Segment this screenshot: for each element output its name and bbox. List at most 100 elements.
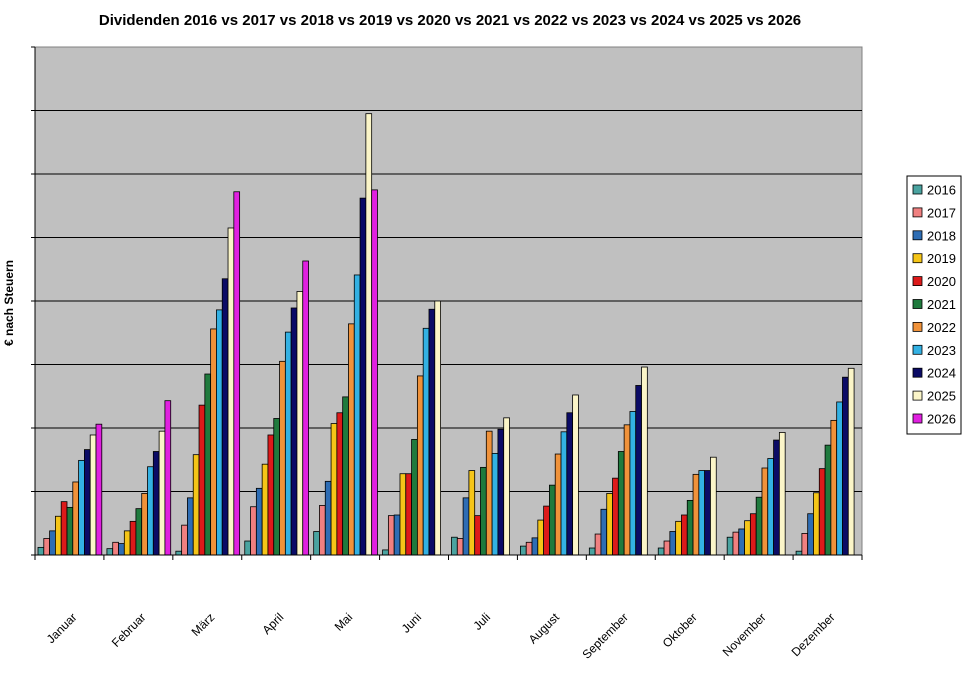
- legend-swatch-2016: [912, 184, 923, 195]
- bar-2018-Juni: [393, 514, 401, 556]
- bar-2018-Januar: [49, 530, 56, 556]
- legend-swatch-2022: [912, 321, 923, 332]
- category-label-Juni: Juni: [399, 610, 424, 635]
- bar-2018-November: [738, 528, 745, 556]
- bar-2022-Juli: [485, 430, 493, 556]
- bar-2020-Januar: [60, 501, 68, 556]
- bar-2017-Dezember: [801, 533, 809, 556]
- category-label-Juli: Juli: [470, 610, 493, 633]
- legend-label-2019: 2019: [927, 251, 956, 266]
- bar-2025-Juni: [434, 300, 441, 556]
- bar-2017-Oktober: [663, 540, 671, 556]
- legend-label-2017: 2017: [927, 205, 956, 220]
- bar-2023-Februar: [147, 466, 154, 556]
- bar-2022-Mai: [348, 323, 355, 556]
- bar-2017-November: [732, 531, 740, 556]
- legend-label-2023: 2023: [927, 343, 956, 358]
- bar-2025-April: [296, 291, 304, 556]
- legend: 2016 2017 2018 2019 2020 2021 2022 2023 2024 2025…: [906, 175, 962, 435]
- legend-label-2026: 2026: [927, 412, 956, 427]
- bar-2024-Juni: [428, 308, 436, 556]
- bar-2020-Dezember: [818, 468, 826, 556]
- bar-2022-Januar: [72, 481, 80, 556]
- bar-2017-Mai: [319, 505, 326, 556]
- legend-label-2016: 2016: [927, 183, 956, 198]
- bar-2023-Januar: [78, 459, 85, 556]
- bar-2019-Oktober: [675, 520, 682, 556]
- category-label-September: September: [580, 610, 631, 661]
- category-labels: Januar Februar März April Mai Juni Juli August S…: [44, 610, 838, 662]
- bar-2023-März: [216, 309, 223, 556]
- category-label-Februar: Februar: [109, 610, 149, 650]
- bar-2024-August: [566, 412, 574, 556]
- bar-2023-Oktober: [698, 470, 706, 556]
- bar-2019-April: [261, 463, 269, 556]
- bar-2017-Juli: [456, 538, 464, 556]
- bar-2019-November: [744, 520, 751, 556]
- bar-2021-April: [273, 418, 280, 556]
- category-label-August: August: [526, 610, 563, 647]
- bar-2019-Februar: [123, 530, 131, 556]
- bar-2024-Januar: [84, 449, 91, 556]
- category-label-März: März: [189, 610, 218, 639]
- bar-2025-Dezember: [847, 367, 855, 556]
- bar-2024-Juli: [497, 428, 505, 556]
- bar-2020-April: [267, 434, 275, 556]
- bar-2022-Februar: [141, 493, 148, 556]
- category-label-Mai: Mai: [332, 610, 356, 634]
- bar-2018-Dezember: [807, 513, 814, 556]
- bar-2021-Januar: [66, 506, 74, 556]
- category-label-Januar: Januar: [44, 610, 80, 646]
- bar-2025-September: [641, 366, 648, 556]
- bar-2024-Februar: [152, 451, 160, 556]
- bar-2022-September: [623, 424, 631, 556]
- legend-label-2018: 2018: [927, 228, 956, 243]
- bar-2019-Juni: [399, 473, 407, 556]
- chart-title: Dividenden 2016 vs 2017 vs 2018 vs 2019 …: [99, 12, 801, 29]
- bar-2018-September: [600, 508, 608, 556]
- legend-swatch-2023: [912, 344, 923, 355]
- bar-2021-September: [617, 451, 625, 556]
- legend-swatch-2024: [912, 367, 923, 378]
- bar-2024-November: [773, 439, 780, 556]
- bar-2024-März: [221, 278, 229, 556]
- bar-2024-Mai: [359, 197, 367, 556]
- legend-swatch-2018: [912, 230, 923, 241]
- bar-2020-Mai: [336, 412, 344, 556]
- bar-2017-Januar: [43, 538, 50, 556]
- bar-2019-Januar: [55, 515, 62, 556]
- category-label-April: April: [259, 610, 286, 637]
- bar-2016-September: [588, 547, 596, 556]
- bar-2026-Mai: [371, 189, 378, 556]
- bar-2018-Oktober: [669, 531, 677, 556]
- bar-2018-April: [255, 487, 263, 556]
- bar-2023-Juli: [491, 452, 499, 556]
- bar-2021-Juni: [411, 439, 418, 556]
- bar-2016-Juni: [382, 549, 389, 556]
- bar-2022-Oktober: [692, 473, 700, 556]
- bar-2018-Februar: [118, 543, 125, 556]
- bar-2021-Oktober: [686, 499, 694, 556]
- bar-2022-Juni: [416, 375, 424, 556]
- bar-2016-Dezember: [795, 550, 803, 556]
- bar-2017-Februar: [112, 541, 119, 556]
- bar-2023-November: [767, 458, 774, 556]
- y-axis-label: € nach Steuern: [2, 260, 16, 346]
- bar-2024-Dezember: [842, 376, 849, 556]
- bar-2019-Dezember: [813, 492, 820, 556]
- bar-2024-April: [290, 307, 298, 556]
- bar-2017-September: [594, 533, 602, 556]
- bar-2026-Februar: [164, 400, 172, 556]
- bar-2026-Januar: [95, 423, 103, 556]
- bar-2021-November: [755, 496, 763, 556]
- bar-2022-November: [761, 467, 769, 556]
- bar-2023-April: [284, 331, 292, 556]
- bar-2018-März: [187, 497, 194, 556]
- category-label-November: November: [720, 610, 769, 659]
- bar-2025-November: [778, 432, 786, 556]
- bar-2016-Juli: [451, 536, 458, 556]
- bar-2016-November: [726, 536, 734, 556]
- bar-2021-Mai: [342, 396, 349, 556]
- legend-label-2022: 2022: [927, 320, 956, 335]
